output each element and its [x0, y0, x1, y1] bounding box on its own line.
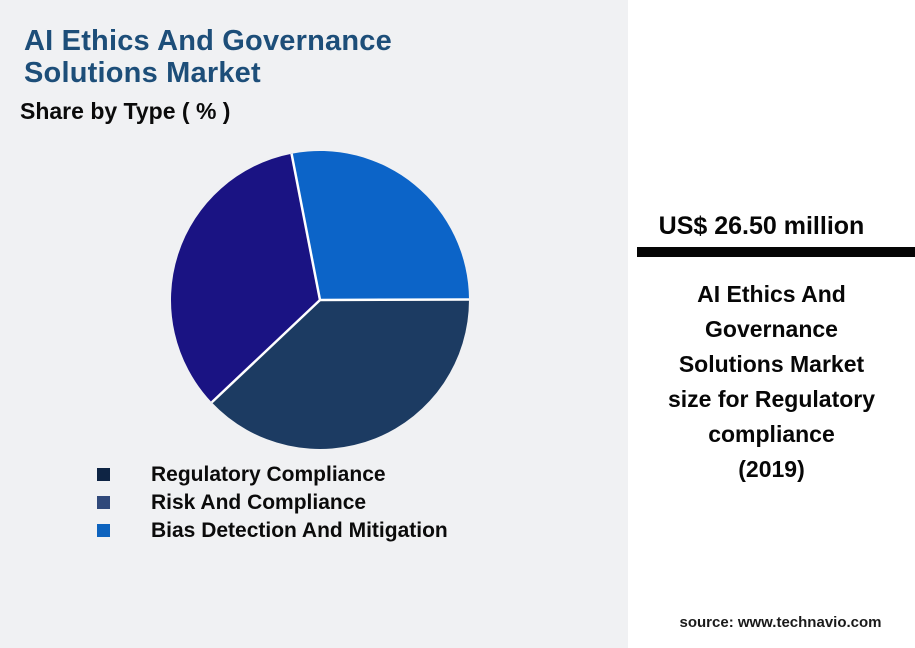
metric-description: AI Ethics And Governance Solutions Marke…	[667, 281, 876, 482]
chart-legend: Regulatory Compliance Risk And Complianc…	[97, 463, 448, 542]
divider-bar	[637, 247, 915, 257]
pie-slice-separator	[290, 153, 322, 301]
pie-slice-separator	[210, 299, 321, 404]
page-title: AI Ethics And Governance Solutions Marke…	[24, 25, 392, 89]
source-attribution: source: www.technavio.com	[679, 614, 882, 631]
pie-slice-risk-and-compliance	[170, 153, 320, 403]
pie-slice-regulatory-compliance	[211, 299, 470, 450]
legend-label: Regulatory Compliance	[151, 462, 386, 486]
legend-swatch-icon	[97, 468, 110, 481]
pie-slice-bias-detection-and-mitigation	[291, 151, 469, 300]
legend-label: Risk And Compliance	[151, 490, 367, 514]
legend-item-risk-and-compliance: Risk And Compliance	[97, 491, 448, 514]
legend-item-regulatory-compliance: Regulatory Compliance	[97, 463, 448, 486]
pie-chart	[170, 151, 470, 450]
chart-subtitle: Share by Type ( % )	[20, 98, 231, 124]
legend-item-bias-detection-and-mitigation: Bias Detection And Mitigation	[97, 519, 448, 542]
legend-swatch-icon	[97, 524, 110, 537]
pie-slice-separator	[319, 298, 470, 302]
metric-value: US$ 26.50 million	[658, 212, 865, 240]
legend-swatch-icon	[97, 496, 110, 509]
legend-label: Bias Detection And Mitigation	[151, 518, 448, 542]
highlight-panel: US$ 26.50 million AI Ethics And Governan…	[628, 0, 915, 648]
